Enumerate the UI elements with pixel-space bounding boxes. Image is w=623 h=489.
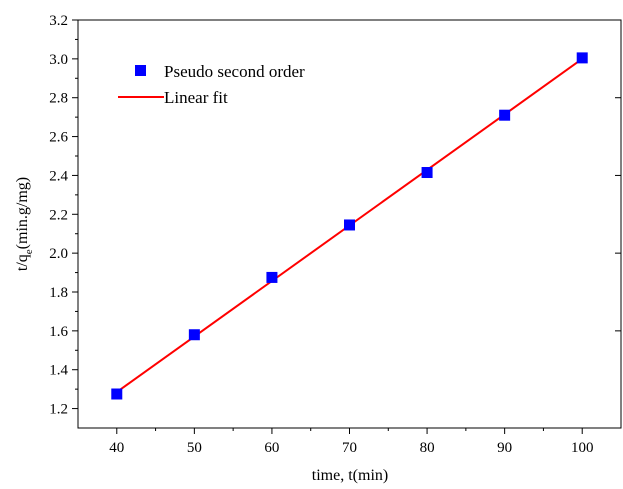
legend-marker-pseudo-second-order [135,65,146,76]
y-tick-label: 1.6 [49,324,68,340]
x-tick-label: 40 [109,440,124,456]
y-axis-title-tail: (min.g/mg) [14,177,31,249]
x-axis-ticks: 40 50 60 70 80 90 100 [109,428,593,456]
x-tick-label: 80 [420,440,435,456]
y-tick-label: 2.2 [49,207,68,223]
y-tick-label: 2.0 [49,246,68,262]
y-tick-label: 1.4 [49,363,68,379]
y-tick-label: 2.4 [49,168,68,184]
data-point [188,329,200,341]
x-axis-title: time, t(min) [312,467,388,484]
legend-label-linear-fit: Linear fit [164,88,228,107]
data-point [344,219,355,231]
x-tick-label: 60 [264,440,279,456]
x-tick-label: 50 [187,440,202,456]
data-point [266,271,278,283]
data-point [111,388,123,400]
y-tick-label: 1.8 [49,285,68,301]
right-axis-ticks [615,97,621,332]
series-layer [111,52,588,400]
y-axis-title: t/qe(min.g/mg) [14,177,35,271]
y-tick-label: 3.0 [49,52,68,68]
legend: Pseudo second order Linear fit [118,62,305,107]
y-tick-label: 3.2 [49,13,68,29]
y-tick-label: 1.2 [49,402,68,418]
y-tick-label: 2.6 [49,130,68,146]
y-axis-title-main: t/q [14,254,31,271]
legend-label-pseudo-second-order: Pseudo second order [164,62,305,81]
y-axis-title-sub: e [23,249,35,254]
data-point [576,52,588,64]
y-axis-ticks: 1.2 1.4 1.6 1.8 2.0 2.2 2.4 2.6 2.8 3.0 3.2 [49,13,78,418]
x-tick-label: 100 [571,440,594,456]
data-point [421,167,433,179]
y-tick-label: 2.8 [49,91,68,107]
x-tick-label: 70 [342,440,357,456]
data-point [499,109,511,121]
x-tick-label: 90 [497,440,512,456]
